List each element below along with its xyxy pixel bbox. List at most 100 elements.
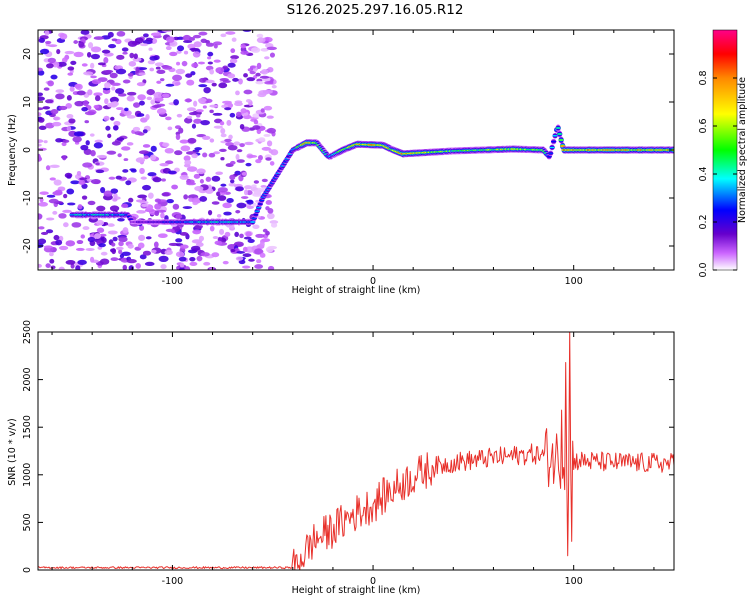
noise-blob (256, 128, 262, 135)
snr-y-label: SNR (10 * v/v) (7, 418, 18, 486)
noise-blob (181, 60, 188, 67)
noise-blob (227, 62, 236, 68)
noise-blob (179, 174, 189, 180)
noise-blob (39, 191, 49, 195)
ridge-cell (546, 156, 552, 158)
noise-blob (80, 30, 90, 35)
noise-blob (233, 141, 241, 146)
noise-blob (189, 47, 200, 51)
noise-blob (207, 51, 214, 57)
noise-blob (102, 221, 109, 226)
noise-blob (83, 100, 89, 107)
noise-blob (224, 107, 232, 111)
noise-blob (192, 34, 202, 39)
noise-blob (134, 131, 143, 136)
noise-blob (255, 159, 262, 164)
noise-blob (215, 171, 223, 175)
noise-blob (211, 201, 220, 205)
x-tick-label: -100 (162, 276, 184, 287)
noise-blob (182, 40, 193, 44)
noise-blob (58, 266, 65, 270)
noise-blob (135, 199, 146, 203)
noise-blob (239, 123, 245, 130)
noise-blob (115, 88, 125, 95)
noise-blob (209, 104, 219, 108)
noise-blob (246, 77, 256, 82)
noise-blob (113, 193, 118, 199)
noise-blob (199, 179, 204, 184)
noise-blob (135, 157, 146, 163)
noise-blob (212, 236, 219, 240)
noise-blob (107, 223, 115, 227)
noise-blob (217, 187, 228, 193)
x-tick-label: 0 (370, 276, 376, 287)
noise-blob (167, 126, 173, 131)
noise-blob (138, 72, 146, 76)
noise-blob (188, 112, 198, 116)
noise-blob (251, 184, 257, 188)
noise-blob (116, 137, 125, 141)
ridge-cell (253, 214, 259, 216)
noise-blob (94, 95, 101, 102)
noise-blob (176, 45, 185, 52)
noise-blob (49, 177, 56, 181)
noise-blob (198, 31, 208, 36)
noise-blob (219, 228, 225, 235)
noise-blob (109, 205, 120, 212)
noise-blob (111, 141, 121, 146)
noise-blob (165, 45, 172, 51)
noise-blob (59, 33, 68, 40)
noise-blob (213, 44, 218, 49)
noise-blob (137, 209, 144, 214)
noise-blob (211, 82, 217, 87)
noise-blob (169, 51, 178, 57)
noise-blob (213, 151, 221, 155)
noise-blob (217, 195, 227, 201)
noise-blob (84, 111, 96, 116)
noise-blob (207, 209, 213, 216)
noise-blob (229, 112, 236, 118)
noise-blob (235, 256, 244, 261)
noise-blob (106, 150, 117, 155)
noise-blob (240, 50, 249, 55)
noise-blob (70, 60, 77, 65)
noise-blob (112, 236, 118, 242)
noise-blob (77, 259, 87, 265)
noise-blob (90, 46, 102, 53)
noise-blob (175, 251, 185, 258)
noise-blob (235, 209, 241, 214)
noise-blob (254, 264, 264, 269)
colorbar-tick-label: 0.8 (698, 70, 709, 85)
colorbar-label: Normalized spectral amplitude (737, 77, 748, 223)
noise-blob (175, 214, 183, 219)
noise-blob (123, 110, 132, 117)
noise-blob (246, 205, 254, 210)
noise-blob (183, 194, 189, 200)
noise-blob (99, 233, 107, 237)
noise-blob (198, 77, 207, 83)
noise-blob (224, 231, 231, 237)
noise-blob (38, 117, 45, 123)
noise-blob (182, 206, 193, 209)
noise-blob (230, 248, 236, 253)
noise-blob (126, 258, 137, 264)
noise-blob (179, 244, 189, 249)
noise-blob (75, 265, 81, 270)
noise-blob (136, 113, 145, 117)
noise-blob (228, 182, 236, 187)
noise-blob (126, 95, 135, 102)
noise-blob (191, 62, 199, 68)
noise-blob (146, 96, 153, 101)
noise-blob (236, 250, 245, 254)
noise-blob (184, 98, 193, 103)
noise-blob (50, 108, 59, 115)
noise-blob (214, 240, 223, 245)
noise-blob (177, 36, 185, 40)
noise-blob (248, 258, 255, 262)
noise-blob (112, 125, 119, 131)
noise-blob (108, 176, 116, 180)
noise-blob (58, 213, 67, 219)
noise-blob (74, 100, 85, 107)
ridge-cell (557, 133, 563, 135)
